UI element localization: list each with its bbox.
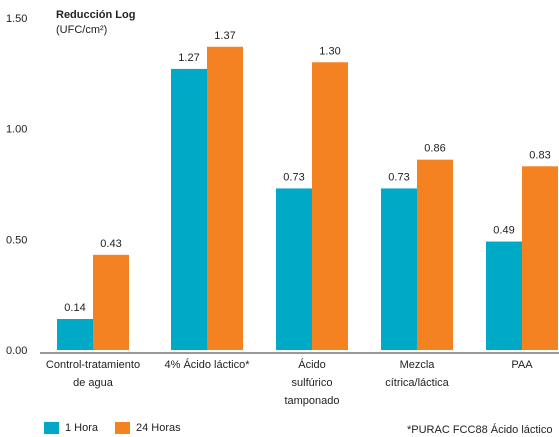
- category-label-line: de agua: [73, 377, 113, 389]
- data-label: 0.83: [529, 149, 550, 161]
- legend-item-24-horas: 24 Horas: [115, 422, 181, 434]
- data-label: 1.30: [319, 45, 340, 57]
- data-label: 0.73: [283, 171, 304, 183]
- footnote: *PURAC FCC88 Ácido láctico: [407, 424, 553, 436]
- bar-24-horas: [417, 159, 453, 350]
- category-label-line: tamponado: [284, 395, 340, 407]
- bar-1-hora: [486, 241, 522, 350]
- data-label: 0.49: [493, 225, 514, 237]
- data-label: 0.43: [100, 238, 121, 250]
- data-labels: 0.14 1.27 0.73 0.73 0.49 0.43 1.37 1.30 0.86 0.83: [64, 30, 550, 314]
- bar-24-horas: [522, 166, 558, 350]
- legend-label-24-horas: 24 Horas: [136, 422, 181, 434]
- legend-swatch-1-hora: [44, 422, 59, 434]
- data-label: 0.73: [388, 171, 409, 183]
- data-label: 1.27: [178, 52, 199, 64]
- y-tick-label: 0.50: [6, 234, 27, 246]
- bar-24-horas: [312, 62, 348, 351]
- bar-1-hora: [57, 319, 93, 350]
- legend-label-1-hora: 1 Hora: [65, 422, 99, 434]
- category-label: Mezcla cítrica/láctica: [362, 356, 472, 392]
- category-label-line: Mezcla: [399, 359, 435, 371]
- category-label-line: sulfúrico: [291, 377, 333, 389]
- data-label: 0.14: [64, 302, 85, 314]
- category-label-line: PAA: [511, 359, 533, 371]
- legend-item-1-hora: 1 Hora: [44, 422, 98, 434]
- bar-24-horas: [207, 46, 243, 350]
- y-axis-label: Reducción Log: [56, 9, 136, 21]
- category-label-line: 4% Ácido láctico*: [164, 359, 250, 371]
- bar-1-hora: [171, 68, 207, 350]
- category-label: 4% Ácido láctico*: [152, 356, 262, 374]
- bar-24-horas: [93, 254, 129, 350]
- legend: 1 Hora 24 Horas: [0, 422, 559, 437]
- y-tick-label: 1.50: [6, 13, 27, 25]
- bar-1-hora: [276, 188, 312, 350]
- category-label-line: Ácido: [298, 359, 326, 371]
- category-label: Control-tratamiento de agua: [38, 356, 148, 392]
- bars: [57, 46, 558, 351]
- category-label: Ácido sulfúrico tamponado: [257, 356, 367, 410]
- y-tick-label: 1.00: [6, 124, 27, 136]
- category-label-line: cítrica/láctica: [385, 377, 449, 389]
- data-label: 1.37: [214, 30, 235, 42]
- y-tick-label: 0.00: [6, 345, 27, 357]
- category-label-line: Control-tratamiento: [45, 359, 141, 371]
- data-label: 0.86: [424, 143, 445, 155]
- legend-swatch-24-horas: [115, 422, 130, 434]
- bar-1-hora: [381, 188, 417, 350]
- category-label: PAA: [467, 356, 559, 374]
- y-axis-unit: (UFC/cm²): [56, 24, 108, 36]
- y-axis-ticks: 0.00 0.50 1.00 1.50: [6, 13, 27, 357]
